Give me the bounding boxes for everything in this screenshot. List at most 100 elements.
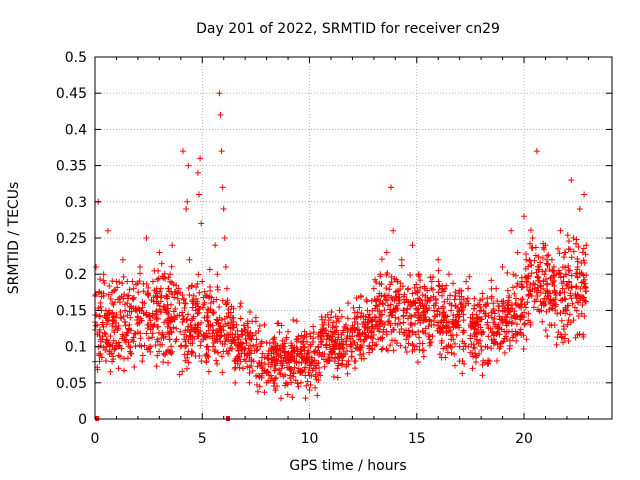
data-point [354,345,361,352]
data-point [210,327,217,334]
data-point [165,347,172,354]
data-point [446,328,453,335]
data-point [354,309,361,316]
data-point [214,360,221,367]
data-point [583,272,590,279]
data-point [307,381,314,388]
data-point [192,307,199,314]
data-point [484,300,491,307]
data-point [558,317,565,324]
data-point [573,240,580,247]
data-point [248,336,255,343]
data-point [463,278,470,285]
data-point [503,329,510,336]
data-point [312,384,319,391]
data-point [467,322,474,329]
data-point [177,328,184,335]
data-point [326,351,333,358]
data-point [471,302,478,309]
data-point [509,284,516,291]
data-point [390,227,397,234]
data-point [512,295,519,302]
data-point [488,329,495,336]
data-point [441,314,448,321]
data-point [568,177,575,184]
data-point [319,321,326,328]
data-point [355,326,362,333]
data-point [578,260,585,267]
data-point [435,289,442,296]
data-point [460,296,467,303]
data-point [285,328,292,335]
data-point [460,317,467,324]
data-point [107,295,114,302]
data-point [156,249,163,256]
data-point [556,250,563,257]
data-point [111,329,118,336]
data-point [109,342,116,349]
data-point [476,301,483,308]
data-point [512,300,519,307]
data-point [227,345,234,352]
data-point [189,304,196,311]
data-point [395,316,402,323]
x-axis-label: GPS time / hours [289,458,406,474]
data-point [514,330,521,337]
data-point [548,256,555,263]
data-point [168,279,175,286]
data-point [99,336,106,343]
data-point [473,336,480,343]
data-point [219,369,226,376]
data-point [343,335,350,342]
data-point [535,274,542,281]
data-point [302,395,309,402]
data-point [112,286,119,293]
data-point [545,251,552,258]
data-point [228,309,235,316]
data-point [421,283,428,290]
data-point [220,348,227,355]
data-point [581,191,588,198]
data-point [539,318,546,325]
data-point [305,347,312,354]
data-point [523,256,530,263]
data-point [467,314,474,321]
data-point [484,319,491,326]
data-point [255,372,262,379]
data-point [293,318,300,325]
data-point [192,352,199,359]
data-point [289,394,296,401]
data-point [473,329,480,336]
data-point [543,281,550,288]
data-point [316,369,323,376]
data-point [554,245,561,252]
data-point [409,342,416,349]
data-point [436,325,443,332]
data-point [132,307,139,314]
data-point [145,292,152,299]
data-point [165,310,172,317]
data-point [381,321,388,328]
data-point [405,285,412,292]
data-point [479,372,486,379]
data-point [246,369,253,376]
data-point [129,295,136,302]
data-point [111,346,118,353]
data-point [364,298,371,305]
data-point [165,285,172,292]
data-point [147,348,154,355]
data-point [404,332,411,339]
data-point [435,305,442,312]
data-point [121,291,128,298]
data-point [461,360,468,367]
data-point [398,256,405,263]
data-point [96,329,103,336]
data-point [187,332,194,339]
data-point [388,329,395,336]
y-tick-label: 0.05 [56,376,87,392]
data-point [198,319,205,326]
data-point [154,308,161,315]
data-point [254,346,261,353]
data-point [282,382,289,389]
data-point [323,327,330,334]
